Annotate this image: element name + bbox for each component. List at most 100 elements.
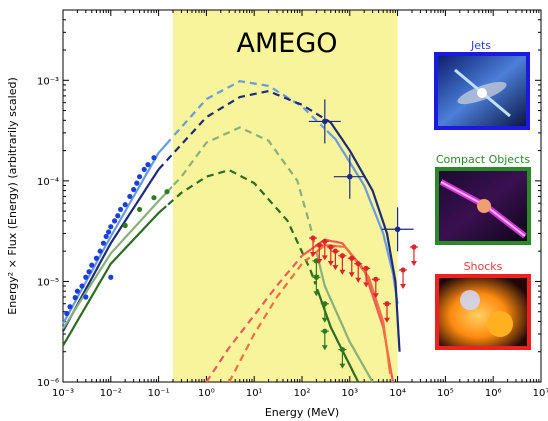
jets-model-solid	[326, 130, 399, 304]
shocks-arrow	[316, 259, 323, 265]
jets-model-dashed	[173, 80, 326, 136]
shocks-arrow	[310, 252, 317, 258]
jets-data-point	[83, 294, 89, 300]
shocks-arrow	[355, 277, 362, 283]
legend-panel-shocks: Shocks	[435, 260, 531, 350]
jets-data-point	[115, 213, 121, 219]
shocks-arrow	[400, 283, 407, 289]
y-axis-label: Energy² × Flux (Energy) (arbitrarily sca…	[6, 77, 19, 315]
shocks-arrow	[332, 265, 339, 271]
shocks-data-point	[328, 244, 334, 250]
shocks-arrow	[363, 282, 370, 288]
shocks-data-point	[373, 276, 379, 282]
jets-data-point	[394, 226, 401, 233]
jets-data-point	[151, 155, 157, 161]
jets-data-point	[145, 162, 151, 168]
jets-data-point	[93, 255, 100, 261]
compact-objects-model-solid	[62, 205, 167, 347]
model-curves	[62, 80, 401, 383]
axis-ticks: 10⁻³ 10⁻² 10⁻¹ 10⁰ 10¹ 10² 10³ 10⁴ 10⁵ 10⁶ 10⁷ 10⁻⁶…	[37, 9, 548, 399]
x-tick-label: 10⁻²	[100, 388, 122, 399]
compact-objects-data-point	[136, 206, 143, 213]
shocks-data-point	[322, 238, 328, 245]
compact-objects-data-point	[151, 195, 157, 201]
jets-data-point	[347, 173, 353, 180]
x-tick-label: 10⁷	[533, 388, 548, 399]
shocks-data-point	[355, 261, 361, 267]
jets-data-point	[67, 304, 73, 310]
jets-data-point	[100, 240, 106, 246]
shocks-data-point	[310, 235, 316, 241]
x-tick-label: 10⁻¹	[148, 388, 170, 399]
shocks-arrow	[383, 317, 390, 323]
jets-data-point	[131, 186, 137, 193]
compact-object-image	[435, 167, 531, 245]
jets-data-point	[89, 262, 95, 268]
compact-objects-data-point	[339, 346, 345, 353]
x-tick-label: 10⁰	[198, 388, 215, 399]
jets-data-point	[64, 310, 70, 317]
jets-data-point	[322, 118, 328, 125]
jets-data-point	[79, 283, 85, 289]
jets-data-point	[127, 193, 133, 200]
x-tick-label: 10⁵	[437, 388, 454, 399]
x-tick-label: 10¹	[246, 388, 263, 399]
amego-band	[172, 10, 398, 382]
compact-objects-arrow	[339, 363, 346, 369]
y-tick-label: 10⁻⁵	[37, 277, 59, 288]
jets-data-point	[103, 233, 109, 240]
compact-objects-arrow	[321, 345, 328, 351]
x-tick-label: 10⁴	[389, 388, 406, 399]
jets-data-point	[74, 288, 80, 294]
shocks-data-point	[363, 265, 369, 271]
agn-jet-image	[434, 52, 530, 130]
jets-data-point	[97, 248, 103, 254]
compact-objects-model-solid	[315, 251, 374, 383]
jets-data-point	[108, 224, 114, 230]
jets-data-point	[108, 274, 114, 280]
y-tick-label: 10⁻⁶	[37, 378, 59, 389]
jets-data-point	[136, 174, 143, 180]
shocks-arrow	[321, 255, 328, 261]
legend-label-jets: Jets	[470, 39, 491, 52]
compact-objects-data-point	[164, 189, 170, 195]
jets-data-point	[117, 206, 124, 213]
shocks-arrow	[339, 269, 346, 275]
shocks-arrow	[372, 293, 379, 299]
compact-objects-model-dashed	[167, 168, 317, 285]
jets-data-point	[72, 295, 78, 301]
shocks-arrow	[410, 260, 417, 266]
compact-objects-model-dashed	[173, 126, 317, 247]
x-tick-label: 10⁶	[485, 388, 502, 399]
jets-data-point	[122, 202, 128, 208]
legend-label-compact-objects: Compact Objects	[436, 153, 531, 166]
shocks-data-point	[332, 248, 339, 254]
compact-objects-data-point	[313, 274, 319, 280]
legend-panel-jets: Jets	[434, 39, 530, 130]
shocks-model-dashed	[205, 255, 303, 383]
shocks-arrow	[348, 272, 355, 278]
jets-data-point	[111, 218, 118, 224]
legend-panel-compact-objects: Compact Objects	[435, 153, 531, 245]
shocks-data-point	[384, 301, 390, 307]
amego-label: AMEGO	[237, 28, 338, 59]
compact-objects-arrow	[313, 291, 320, 297]
jets-model-dashed	[157, 89, 325, 171]
x-tick-label: 10³	[341, 388, 358, 399]
shocks-model-dashed	[228, 256, 311, 383]
data-points	[64, 99, 418, 369]
compact-objects-arrow	[321, 317, 328, 323]
jets-data-point	[86, 269, 92, 275]
compact-objects-data-point	[322, 301, 328, 307]
shocks-model-solid	[310, 243, 392, 375]
shock-image	[435, 274, 531, 350]
jets-data-point	[83, 274, 89, 280]
shocks-data-point	[349, 255, 355, 261]
compact-objects-data-point	[122, 222, 128, 229]
shocks-data-point	[400, 267, 406, 273]
shocks-arrow	[327, 260, 334, 266]
y-tick-label: 10⁻⁴	[37, 177, 59, 188]
jets-model-solid	[325, 118, 401, 352]
x-tick-label: 10⁻³	[52, 388, 74, 399]
x-axis-label: Energy (MeV)	[265, 406, 339, 419]
